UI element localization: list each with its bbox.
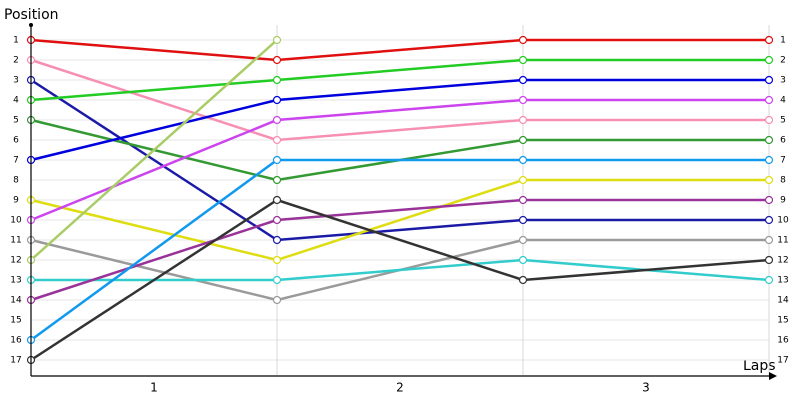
y-axis-end: [29, 23, 33, 27]
series-line: [30, 198, 770, 362]
marker: [272, 135, 282, 145]
y-tick-label-right: 3: [780, 76, 786, 86]
marker: [764, 95, 774, 105]
y-tick-label-right: 5: [780, 116, 786, 126]
marker: [272, 275, 282, 285]
marker: [272, 115, 282, 125]
y-tick-label: 16: [10, 336, 22, 346]
y-tick-label-right: 14: [777, 296, 789, 306]
y-tick-label: 11: [10, 236, 21, 246]
series-line: [30, 178, 769, 262]
marker: [764, 55, 774, 65]
marker: [764, 115, 774, 125]
marker: [764, 135, 774, 145]
marker: [518, 155, 528, 165]
marker: [764, 235, 774, 245]
marker: [518, 35, 528, 45]
series-line: [30, 38, 769, 62]
marker: [272, 255, 282, 265]
marker: [518, 255, 528, 265]
marker: [518, 235, 528, 245]
marker: [764, 215, 774, 225]
y-tick-label: 17: [10, 356, 21, 366]
y-tick-label-right: 9: [780, 196, 786, 206]
marker: [518, 75, 528, 85]
series-line: [30, 198, 769, 302]
marker: [764, 35, 774, 45]
marker: [518, 95, 528, 105]
y-tick-label-right: 4: [780, 96, 786, 106]
y-tick-label: 5: [13, 116, 19, 126]
marker: [272, 175, 282, 185]
marker: [518, 175, 528, 185]
x-axis-arrow: [769, 372, 777, 380]
series-line: [30, 158, 769, 342]
y-tick-label: 2: [13, 56, 19, 66]
series-line: [30, 78, 769, 242]
y-tick-label-right: 8: [780, 176, 786, 186]
y-tick-label-right: 17: [777, 356, 788, 366]
series-line: [30, 98, 769, 222]
marker: [518, 115, 528, 125]
marker: [272, 235, 282, 245]
y-axis-label: Position: [4, 7, 59, 23]
x-tick-label: 1: [150, 381, 158, 395]
marker: [272, 155, 282, 165]
marker: [272, 95, 282, 105]
y-tick-label-right: 10: [777, 216, 789, 226]
x-axis-label: Laps: [743, 358, 776, 374]
marker: [518, 275, 528, 285]
marker: [518, 195, 528, 205]
y-tick-label-right: 16: [777, 336, 789, 346]
marker: [518, 55, 528, 65]
y-tick-label-right: 1: [780, 36, 786, 46]
y-tick-label: 4: [13, 96, 19, 106]
y-tick-label: 15: [10, 316, 21, 326]
y-tick-label: 13: [10, 276, 21, 286]
y-tick-label: 7: [13, 156, 19, 166]
marker: [764, 255, 774, 265]
marker: [272, 75, 282, 85]
marker: [764, 275, 774, 285]
y-tick-label-right: 13: [777, 276, 788, 286]
x-tick-label: 3: [642, 381, 650, 395]
marker: [764, 195, 774, 205]
y-tick-label: 6: [13, 136, 19, 146]
y-tick-label-right: 6: [780, 136, 786, 146]
marker: [272, 295, 282, 305]
marker: [518, 215, 528, 225]
marker: [764, 175, 774, 185]
marker: [272, 215, 282, 225]
y-tick-label: 12: [10, 256, 21, 266]
y-tick-label-right: 11: [777, 236, 788, 246]
marker: [518, 135, 528, 145]
y-tick-label: 10: [10, 216, 22, 226]
marker: [272, 195, 282, 205]
y-tick-label-right: 12: [777, 256, 788, 266]
y-tick-label-right: 7: [780, 156, 786, 166]
marker: [764, 75, 774, 85]
y-tick-label-right: 15: [777, 316, 788, 326]
marker: [272, 35, 282, 45]
marker: [764, 155, 774, 165]
marker: [272, 55, 282, 65]
series-line: [30, 58, 769, 102]
series-line: [30, 78, 769, 162]
y-tick-label: 14: [10, 296, 22, 306]
y-tick-label-right: 2: [780, 56, 786, 66]
y-tick-label: 1: [13, 36, 19, 46]
y-tick-label: 8: [13, 176, 19, 186]
series-line: [30, 58, 769, 142]
y-tick-label: 9: [13, 196, 19, 206]
x-tick-label: 2: [396, 381, 404, 395]
series-line: [30, 39, 278, 261]
y-tick-label: 3: [13, 76, 19, 86]
